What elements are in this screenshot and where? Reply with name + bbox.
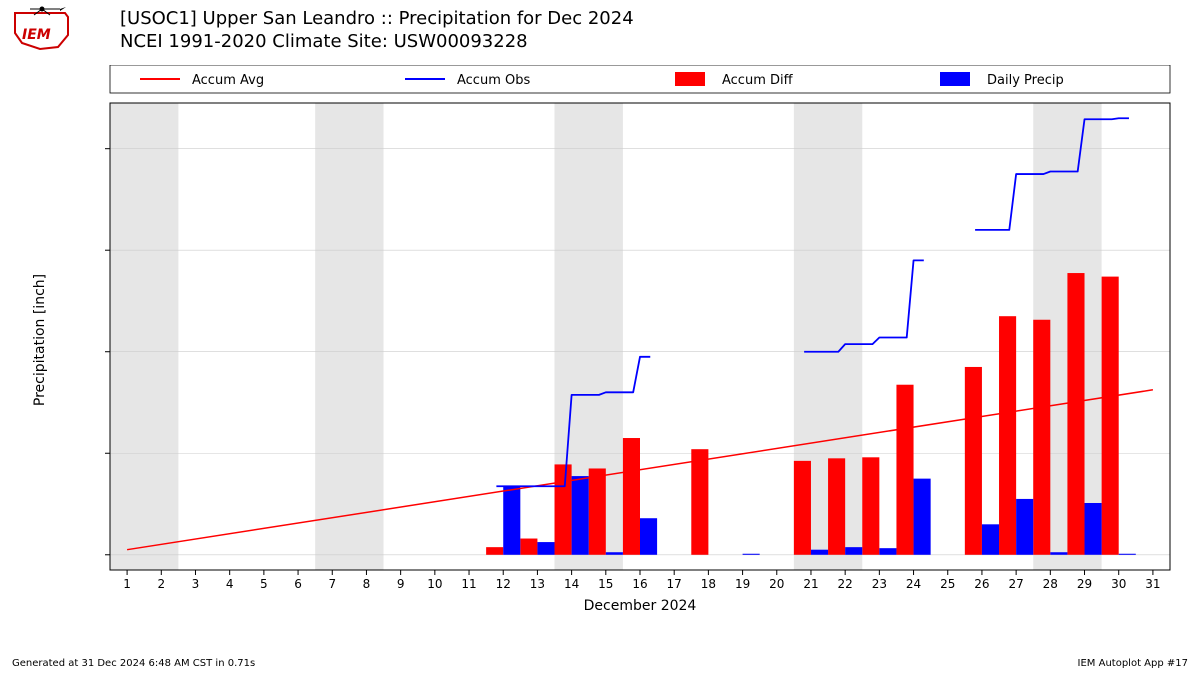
svg-text:18: 18 xyxy=(701,577,716,591)
svg-text:9: 9 xyxy=(397,577,405,591)
svg-text:19: 19 xyxy=(735,577,750,591)
svg-text:14: 14 xyxy=(564,577,579,591)
svg-text:22: 22 xyxy=(838,577,853,591)
svg-text:Accum Avg: Accum Avg xyxy=(192,73,264,88)
svg-text:December 2024: December 2024 xyxy=(584,598,697,614)
svg-text:Accum Diff: Accum Diff xyxy=(722,73,794,88)
svg-text:31: 31 xyxy=(1145,577,1160,591)
svg-text:29: 29 xyxy=(1077,577,1092,591)
svg-text:4: 4 xyxy=(226,577,234,591)
page-root: IEM [USOC1] Upper San Leandro :: Precipi… xyxy=(0,0,1200,675)
title-line-1: [USOC1] Upper San Leandro :: Precipitati… xyxy=(120,8,634,31)
svg-text:21: 21 xyxy=(803,577,818,591)
svg-text:23: 23 xyxy=(872,577,887,591)
svg-text:Accum Obs: Accum Obs xyxy=(457,73,530,88)
svg-text:6: 6 xyxy=(294,577,302,591)
svg-text:Daily Precip: Daily Precip xyxy=(987,73,1064,88)
svg-text:10: 10 xyxy=(427,577,442,591)
svg-text:16: 16 xyxy=(632,577,647,591)
svg-text:20: 20 xyxy=(769,577,784,591)
svg-text:24: 24 xyxy=(906,577,921,591)
svg-text:26: 26 xyxy=(974,577,989,591)
svg-text:IEM: IEM xyxy=(22,27,51,43)
svg-text:15: 15 xyxy=(598,577,613,591)
svg-text:30: 30 xyxy=(1111,577,1126,591)
svg-text:28: 28 xyxy=(1043,577,1058,591)
chart-title: [USOC1] Upper San Leandro :: Precipitati… xyxy=(120,8,634,53)
chart-plot: Accum Avg Accum Obs Accum Diff Daily Precip… xyxy=(100,65,1180,625)
y-axis-label: Precipitation [inch] xyxy=(32,274,48,406)
svg-text:2: 2 xyxy=(157,577,165,591)
svg-text:3: 3 xyxy=(192,577,200,591)
svg-text:11: 11 xyxy=(461,577,476,591)
svg-text:25: 25 xyxy=(940,577,955,591)
svg-text:5: 5 xyxy=(260,577,268,591)
svg-text:8: 8 xyxy=(363,577,371,591)
title-line-2: NCEI 1991-2020 Climate Site: USW00093228 xyxy=(120,31,634,54)
svg-text:13: 13 xyxy=(530,577,545,591)
svg-text:12: 12 xyxy=(496,577,511,591)
svg-text:1: 1 xyxy=(123,577,131,591)
svg-text:7: 7 xyxy=(328,577,336,591)
svg-text:17: 17 xyxy=(667,577,682,591)
svg-text:27: 27 xyxy=(1008,577,1023,591)
footer-left: Generated at 31 Dec 2024 6:48 AM CST in … xyxy=(12,658,255,669)
footer-right: IEM Autoplot App #17 xyxy=(1078,658,1188,669)
iem-logo: IEM xyxy=(10,5,75,55)
